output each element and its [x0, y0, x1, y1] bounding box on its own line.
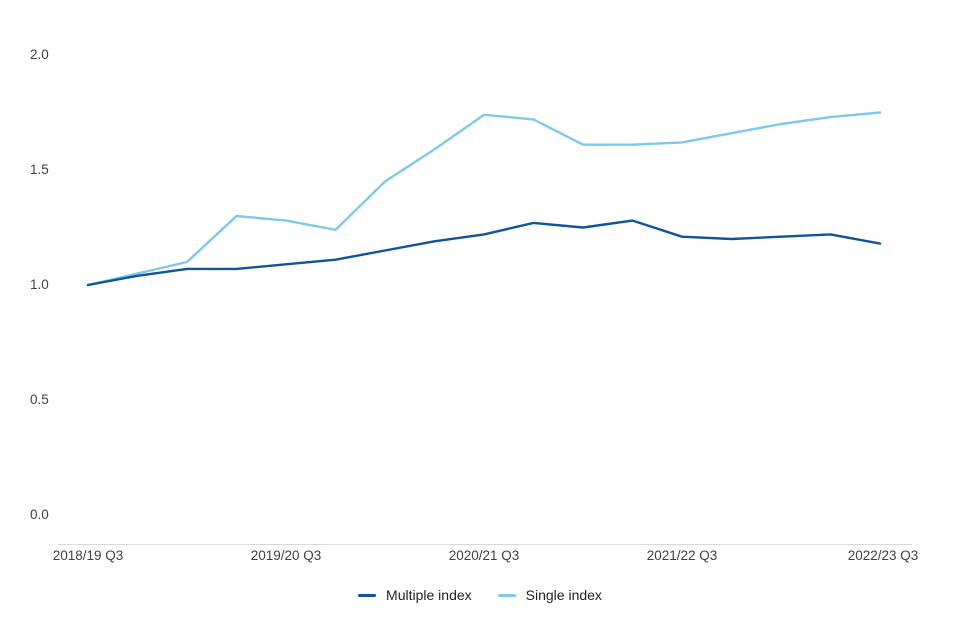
y-tick-label: 2.0 — [30, 47, 49, 62]
legend-label-single-index: Single index — [525, 587, 602, 603]
y-tick-label: 0.5 — [30, 392, 49, 407]
legend-item-multiple-index: Multiple index — [358, 586, 472, 604]
y-tick-label: 1.0 — [30, 277, 49, 292]
legend-dash-multiple-index — [358, 593, 377, 597]
single-index-line — [86, 111, 882, 287]
legend-dash-single-index — [497, 593, 516, 597]
x-tick-label: 2022/23 Q3 — [847, 548, 919, 563]
legend-label-multiple-index: Multiple index — [386, 587, 472, 603]
x-tick-label: 2021/22 Q3 — [646, 548, 718, 563]
legend-item-single-index: Single index — [497, 586, 602, 604]
y-tick-label: 1.5 — [30, 162, 49, 177]
multiple-index-line — [86, 219, 882, 287]
y-tick-label: 0.0 — [30, 507, 49, 522]
x-tick-label: 2019/20 Q3 — [250, 548, 322, 563]
x-axis-line — [58, 544, 912, 545]
x-tick-label: 2020/21 Q3 — [448, 548, 520, 563]
x-tick-label: 2018/19 Q3 — [52, 548, 124, 563]
legend: Multiple index Single index — [0, 586, 960, 604]
